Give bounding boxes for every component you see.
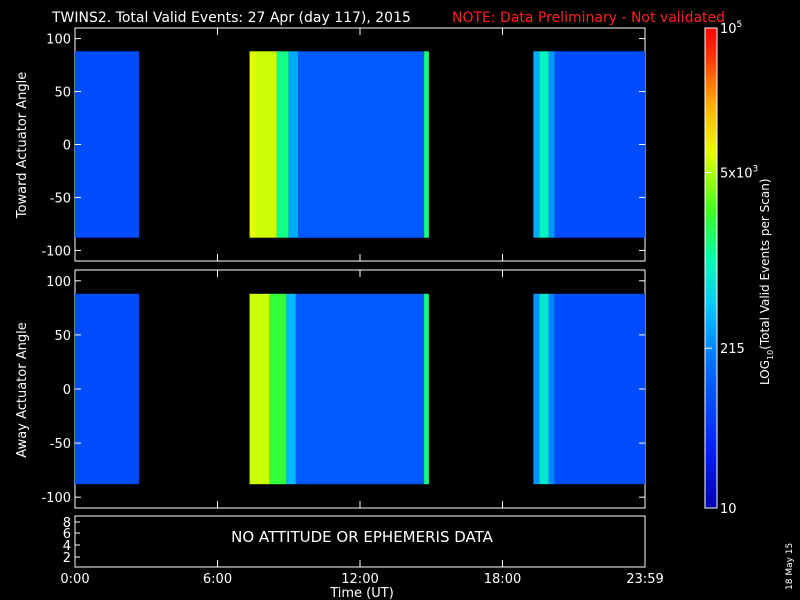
y-tick-label: 8: [63, 516, 71, 531]
heatmap-band: [249, 51, 256, 238]
heatmap-band: [533, 293, 540, 485]
heatmap-band: [286, 293, 296, 485]
heatmap-panel-toward: 100 50 0 -50 -100 Toward Actuator Angle: [15, 27, 646, 262]
heatmap-band: [554, 293, 645, 485]
colorbar-label-rest: (Total Valid Events per Scan): [758, 178, 772, 349]
y-tick-label: 100: [46, 275, 71, 290]
heatmap-band: [298, 51, 425, 238]
colorbar-gradient: [704, 27, 718, 509]
y-tick-label: -50: [50, 191, 71, 206]
heatmap-band: [548, 293, 555, 485]
y-tick-label: -100: [41, 491, 71, 506]
colorbar-tick-label: 105: [720, 20, 742, 37]
date-stamp: 18 May 15: [785, 543, 795, 590]
y-tick-label: 0: [63, 139, 71, 154]
y-tick-label: 50: [54, 86, 71, 101]
y-tick-label: 4: [63, 539, 71, 554]
y-axis-label-toward: Toward Actuator Angle: [15, 72, 30, 219]
y-tick-label: 2: [63, 551, 71, 566]
x-tick-label: 12:00: [341, 572, 378, 587]
y-tick-label: 6: [63, 527, 71, 542]
preliminary-note: NOTE: Data Preliminary - Not validated: [452, 10, 725, 26]
colorbar-label-log: LOG: [758, 360, 772, 385]
heatmap-band: [288, 51, 299, 238]
heatmap-band: [424, 293, 429, 485]
y-tick-label: 0: [63, 383, 71, 398]
heatmap-band: [249, 293, 270, 485]
y-tick-label: -50: [50, 437, 71, 452]
x-tick-label: 6:00: [203, 572, 232, 587]
heatmap-band: [539, 51, 549, 238]
no-data-message: NO ATTITUDE OR EPHEMERIS DATA: [231, 528, 494, 546]
colorbar-tick-label: 5x103: [720, 164, 758, 181]
heatmap-band: [276, 51, 289, 238]
heatmap-band: [533, 51, 540, 238]
heatmap-band: [554, 51, 645, 238]
y-tick-label: -100: [41, 244, 71, 259]
chart-title: TWINS2. Total Valid Events: 27 Apr (day …: [51, 10, 411, 26]
heatmap-band: [539, 293, 549, 485]
panel-frame: [74, 515, 646, 568]
colorbar-label: LOG10(Total Valid Events per Scan): [758, 178, 775, 385]
heatmap-band: [255, 51, 277, 238]
heatmap-band: [75, 293, 140, 485]
x-tick-label: 0:00: [60, 572, 89, 587]
y-tick-label: 50: [54, 329, 71, 344]
x-tick-label: 18:00: [484, 572, 521, 587]
y-tick-label: 100: [46, 33, 71, 48]
x-axis-title: Time (UT): [329, 586, 394, 600]
heatmap-band: [269, 293, 287, 485]
colorbar-tick-label: 10: [720, 502, 737, 517]
heatmap-band: [424, 51, 429, 238]
colorbar-label-sub: 10: [766, 350, 775, 360]
heatmap-panel-away: 100 50 0 -50 -100 Away Actuator Angle: [15, 269, 646, 509]
y-axis-label-away: Away Actuator Angle: [15, 322, 30, 457]
heatmap-band: [75, 51, 140, 238]
heatmap-band: [548, 51, 555, 238]
heatmap-band: [295, 293, 425, 485]
x-tick-label: 23:59: [626, 572, 663, 587]
colorbar-tick-label: 215: [720, 342, 745, 357]
